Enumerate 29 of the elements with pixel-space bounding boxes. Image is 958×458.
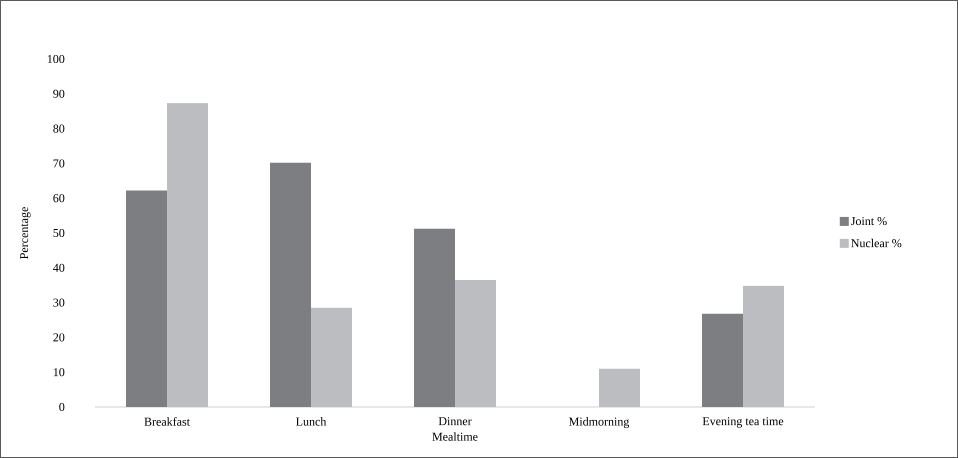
bar	[414, 228, 456, 407]
y-tick-label: 100	[48, 54, 64, 64]
legend-label: Nuclear %	[851, 238, 902, 248]
legend-label: Joint %	[851, 217, 887, 226]
y-tick-label: 50	[54, 228, 64, 238]
x-tick-label: Lunch	[296, 417, 326, 426]
x-tick-label: Midmorning	[569, 417, 630, 428]
y-tick-label: 10	[54, 368, 64, 376]
bar	[599, 368, 640, 407]
bar	[702, 314, 744, 407]
bar	[311, 308, 352, 407]
y-axis-title: Percentage	[20, 207, 31, 259]
x-tick-label: Dinner	[438, 417, 472, 426]
y-tick-label: 60	[53, 194, 64, 202]
y-tick-label: 90	[53, 90, 64, 98]
y-tick-label: 40	[53, 264, 64, 272]
x-tick-label: Evening tea time	[702, 417, 784, 428]
x-axis-title: Mealtime	[432, 432, 478, 441]
bar	[455, 280, 496, 407]
bar	[743, 286, 784, 407]
bar	[167, 103, 208, 407]
x-tick-label: Breakfast	[144, 417, 190, 426]
y-tick-label: 20	[53, 333, 64, 342]
y-tick-label: 80	[53, 124, 64, 133]
bar	[270, 162, 312, 407]
y-tick-label: 0	[59, 402, 64, 412]
bar	[126, 190, 168, 407]
y-tick-label: 70	[54, 159, 64, 168]
y-tick-label: 30	[53, 298, 64, 307]
